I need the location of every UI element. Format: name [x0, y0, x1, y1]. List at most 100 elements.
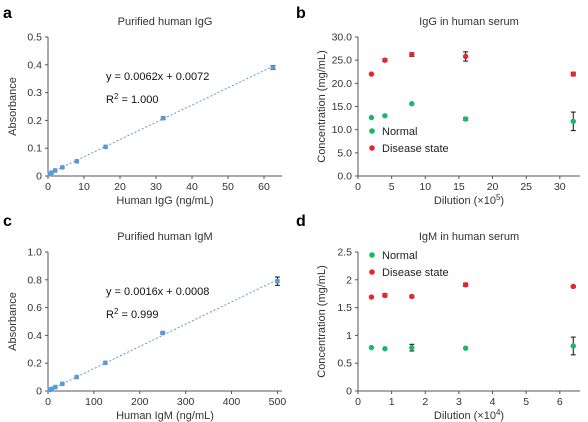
r-squared-label: R — [106, 309, 114, 321]
x-tick-label: 100 — [85, 396, 103, 408]
y-tick-label: 0.3 — [27, 87, 42, 99]
y-tick-label: 20.0 — [332, 78, 353, 90]
data-point — [60, 165, 65, 170]
x-tick-label: 10 — [419, 181, 431, 193]
data-point — [160, 330, 166, 336]
x-tick-label: 60 — [258, 181, 270, 193]
y-tick-label: 30.0 — [332, 32, 353, 44]
data-point-normal — [382, 113, 388, 119]
x-tick-label: 2 — [422, 396, 428, 408]
data-point-disease-state — [382, 292, 388, 299]
x-tick-label: 20 — [114, 181, 126, 193]
y-tick-label: 0.8 — [27, 274, 42, 286]
x-axis-label-end: ) — [500, 410, 504, 422]
x-tick-label: 6 — [557, 396, 563, 408]
data-point-disease-state — [409, 293, 415, 300]
y-tick-label: 0 — [36, 386, 42, 398]
x-tick-label: 40 — [186, 181, 198, 193]
data-point-normal — [368, 114, 375, 121]
y-tick-label: 0 — [346, 386, 352, 398]
x-tick-label: 0 — [355, 181, 361, 193]
x-axis-label-text: Human IgM (ng/mL) — [116, 410, 214, 422]
x-tick-label: 300 — [177, 396, 195, 408]
y-tick-label: 15.0 — [332, 101, 353, 113]
x-axis-label-d: Dilution (×104) — [434, 408, 504, 422]
legend-label: Disease state — [382, 143, 449, 155]
data-point — [49, 386, 54, 392]
x-tick-label: 500 — [269, 396, 287, 408]
r-squared-a: R2 = 1.000 — [106, 92, 158, 106]
x-tick-label: 0 — [45, 181, 51, 193]
fit-equation-a: y = 0.0062x + 0.0072 — [106, 71, 209, 83]
r-squared-value: = 0.999 — [118, 309, 158, 321]
r-squared-label: R — [106, 94, 114, 106]
x-tick-label: 10 — [78, 181, 90, 193]
x-tick-label: 3 — [456, 396, 462, 408]
x-tick-label: 15 — [453, 181, 465, 193]
y-tick-label: 2 — [346, 274, 352, 286]
panel-d: d IgM in human serum 0 1 2 3 4 5 6 0 0.5 1 1.5 2 2.5 Di… — [296, 213, 580, 422]
data-point-disease-state — [462, 282, 469, 288]
y-tick-label: 0.0 — [337, 171, 352, 183]
x-tick-label: 20 — [487, 181, 499, 193]
y-tick-label: 0.4 — [27, 59, 42, 71]
legend-label: Disease state — [382, 267, 449, 279]
x-tick-label: 0 — [355, 396, 361, 408]
data-point-normal — [382, 346, 388, 352]
data-point — [53, 384, 58, 390]
data-point-disease-state — [570, 283, 576, 290]
y-tick-label: 1.5 — [337, 302, 352, 314]
panel-b: b IgG in human serum 0 5 10 15 20 25 30 0.0 5.0 10.… — [296, 5, 580, 207]
x-axis-label-c: Human IgM (ng/mL) — [116, 410, 214, 422]
y-tick-label: 1 — [346, 330, 352, 342]
x-tick-label: 25 — [520, 181, 532, 193]
chart-title-a: Purified human IgG — [118, 16, 213, 28]
legend-marker — [369, 269, 375, 275]
y-tick-label: 5.0 — [337, 147, 352, 159]
r-squared-value: = 1.000 — [118, 94, 158, 106]
data-point — [160, 115, 166, 121]
fit-equation-c: y = 0.0016x + 0.0008 — [106, 286, 209, 298]
data-point-normal — [462, 345, 469, 351]
data-point-normal — [570, 343, 576, 349]
data-point-normal — [409, 344, 415, 351]
legend-marker — [369, 252, 375, 258]
data-point — [103, 360, 108, 366]
y-tick-label: 0.4 — [27, 330, 42, 342]
chart-title-c: Purified human IgM — [117, 231, 212, 243]
y-tick-label: 0.6 — [27, 302, 42, 314]
legend-marker — [369, 145, 375, 151]
x-tick-label: 0 — [45, 396, 51, 408]
r-squared-exponent: 2 — [114, 92, 119, 101]
y-tick-label: 10.0 — [332, 124, 353, 136]
data-point-disease-state — [368, 71, 375, 77]
x-axis-label-exponent: 5 — [496, 193, 501, 202]
legend-label: Normal — [382, 250, 417, 262]
y-tick-label: 0 — [36, 171, 42, 183]
data-point-normal — [409, 101, 415, 107]
data-point-disease-state — [409, 51, 415, 58]
data-point-disease-state — [570, 71, 576, 77]
y-tick-label: 2.5 — [337, 247, 352, 259]
x-axis-label-text: Human IgG (ng/mL) — [116, 195, 213, 207]
y-tick-label: 0.2 — [27, 115, 42, 127]
chart-title-d: IgM in human serum — [419, 231, 519, 243]
y-axis-label-d: Concentration (mg/mL) — [316, 265, 328, 378]
x-axis-label-b: Dilution (×105) — [434, 193, 504, 207]
panel-label-c: c — [3, 213, 12, 230]
legend-marker — [369, 128, 375, 134]
x-axis-label-text: Dilution (×10 — [434, 410, 496, 422]
y-tick-label: 0.2 — [27, 358, 42, 370]
data-point-normal — [570, 118, 576, 125]
fit-line-a — [47, 65, 274, 175]
data-point — [49, 170, 54, 175]
y-tick-label: 25.0 — [332, 55, 353, 67]
x-tick-label: 5 — [389, 181, 395, 193]
y-tick-label: 0.1 — [27, 143, 42, 155]
data-point — [275, 278, 280, 284]
x-axis-label-exponent: 4 — [496, 408, 501, 417]
y-axis-label-a: Absorbance — [7, 77, 19, 136]
panel-label-d: d — [296, 213, 306, 230]
y-tick-label: 0.5 — [27, 32, 42, 44]
x-tick-label: 5 — [523, 396, 529, 408]
